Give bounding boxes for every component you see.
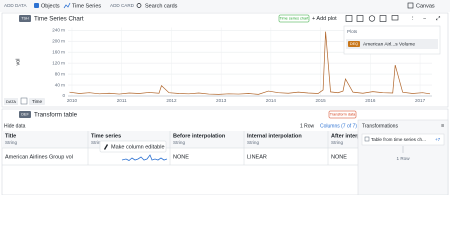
header-type: String — [91, 140, 103, 145]
time-chip[interactable]: Time — [32, 99, 42, 104]
header-type: String — [5, 140, 17, 145]
y-axis-label: vol — [15, 58, 21, 65]
header-type: String — [247, 140, 259, 145]
y-tick-label: 40 m — [55, 82, 65, 87]
search-cards[interactable]: Search cards — [145, 3, 178, 9]
icon[interactable] — [368, 15, 376, 22]
series-line — [69, 31, 431, 95]
chart-tag-bg — [278, 14, 310, 23]
y-tick-label: 200 m — [52, 38, 65, 43]
objects-icon — [34, 3, 39, 8]
cell-after: NONE — [331, 154, 347, 160]
data-tab[interactable]: DATA — [6, 99, 16, 104]
header-name[interactable]: Before interpolation — [173, 133, 226, 139]
x-tick-label: 2012 — [166, 98, 177, 103]
x-tick-label: 2010 — [67, 98, 78, 103]
row-count: 1 Row — [300, 123, 315, 129]
add-card[interactable]: ADD CARD — [110, 3, 135, 8]
y-tick-label: 0 — [62, 93, 65, 98]
table-tag-bg — [328, 110, 357, 119]
columns-button[interactable]: Columns (7 of 7) — [320, 123, 357, 129]
plot-badge: DEQ — [350, 42, 358, 46]
icon[interactable] — [391, 15, 399, 21]
toolbar — [0, 0, 450, 12]
table-title: Transform table — [34, 111, 78, 118]
x-tick-label: 2014 — [266, 98, 277, 103]
objects-button[interactable]: Objects — [41, 3, 60, 9]
plot-area: 0 40 m 80 m 120 m 160 m 200 m 240 m 2010 2011 201… — [52, 27, 432, 103]
header-name[interactable]: Time series — [91, 133, 121, 139]
icon[interactable] — [356, 15, 364, 22]
transformation-item[interactable] — [361, 133, 445, 146]
plot-badge-bg — [348, 41, 360, 47]
hide-data[interactable]: Hide data — [4, 123, 26, 129]
plot-item[interactable] — [346, 39, 438, 49]
transformations-title: Transformations — [362, 123, 398, 129]
cell-title: American Airlines Group vol — [5, 154, 73, 160]
tooltip — [99, 140, 167, 153]
plot-item-name: American Airl...s Volume — [363, 41, 415, 47]
header-name[interactable]: Internal interpolation — [247, 133, 302, 139]
table-icon — [364, 136, 370, 142]
header-name[interactable]: Title — [5, 133, 16, 139]
plots-title: Plots — [347, 29, 358, 34]
add-plot[interactable]: + Add plot — [312, 16, 337, 22]
y-tick-label: 120 m — [52, 60, 65, 65]
collapse-icon[interactable]: − — [423, 16, 426, 22]
search-icon — [136, 3, 142, 8]
chart-title: Time Series Chart — [34, 15, 84, 22]
transformations-panel — [357, 119, 449, 195]
x-tick-label: 2015 — [315, 98, 326, 103]
time-series-icon — [63, 2, 71, 9]
icon[interactable] — [345, 15, 353, 22]
x-tick-label: 2011 — [117, 98, 127, 103]
time-series-button[interactable]: Time Series — [72, 3, 101, 9]
y-tick-label: 160 m — [52, 49, 65, 54]
add-data[interactable]: ADD DATA — [4, 3, 27, 8]
x-tick-label: 2017 — [415, 98, 426, 103]
x-tick-label: 2016 — [365, 98, 376, 103]
table-badge-bg — [19, 111, 31, 118]
table-tag: Transform data — [330, 113, 356, 117]
expand-icon[interactable]: ⤢ — [436, 16, 441, 22]
transformation-name: Table from time series ch... — [371, 137, 426, 142]
header-type: String — [173, 140, 185, 145]
data-tab-bg — [4, 98, 18, 105]
panel-menu[interactable]: ≡ — [441, 123, 444, 129]
chart-tag: Time series chart — [280, 17, 310, 21]
icon[interactable] — [379, 15, 387, 22]
app-screen: ADD DATA Objects Time Series ADD CARD Se… — [0, 0, 450, 195]
header-name[interactable]: After interpolation — [331, 133, 379, 139]
canvas-icon — [407, 2, 414, 9]
canvas-button[interactable]: Canvas — [416, 3, 435, 9]
pencil-icon — [104, 144, 108, 150]
y-tick-label: 80 m — [55, 71, 65, 76]
y-tick-label: 240 m — [52, 27, 65, 32]
header-type: String — [331, 140, 343, 145]
cell-internal: LINEAR — [247, 154, 267, 160]
header-row — [2, 131, 358, 148]
cell-before: NONE — [173, 154, 189, 160]
sparkline — [121, 154, 168, 161]
icon[interactable] — [20, 97, 28, 105]
time-chip-bg — [29, 98, 45, 105]
table-badge: DEF — [21, 113, 29, 117]
more-icon[interactable]: ⋮ — [410, 16, 416, 22]
tooltip-text[interactable]: Make column editable — [111, 144, 165, 150]
x-tick-label: 2013 — [216, 98, 227, 103]
chart-badge-bg — [19, 15, 31, 22]
transformation-rows: 1 Row — [396, 156, 410, 161]
chart-badge: TSH — [21, 17, 29, 21]
transformation-count: +7 — [435, 137, 441, 142]
